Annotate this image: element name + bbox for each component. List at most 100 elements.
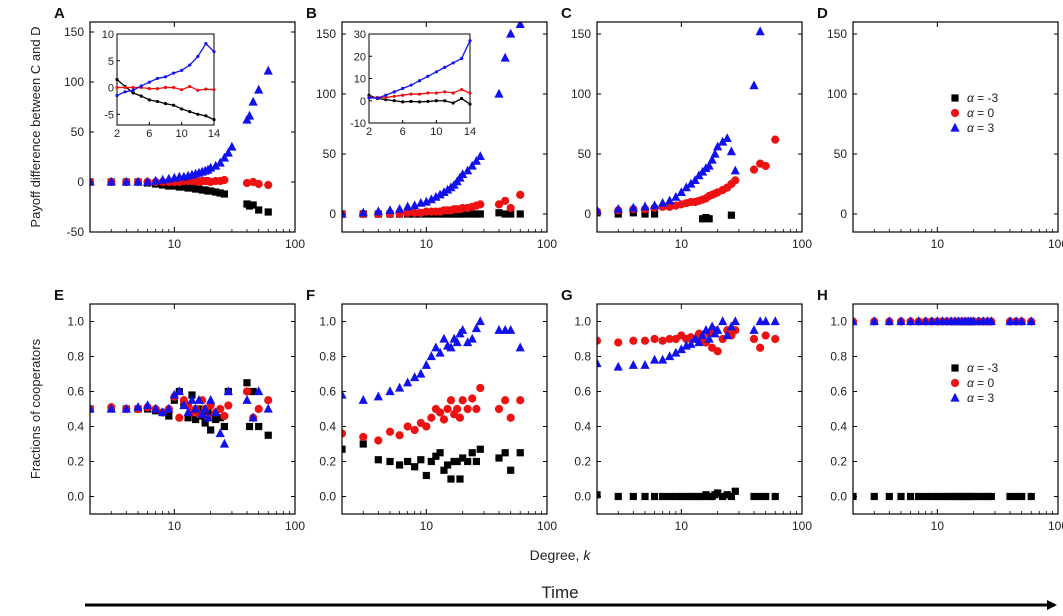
y-tick-label: 0.2 xyxy=(67,455,84,469)
panel-B: B 0 50 100 150 10 100 -10 0 10 20 30 2 6 10 14 xyxy=(306,5,557,251)
inset-B: -10 0 10 20 30 2 6 10 14 xyxy=(350,29,476,138)
data-point xyxy=(458,325,468,334)
legend-value: = -3 xyxy=(974,361,999,375)
data-point xyxy=(248,412,258,422)
data-point xyxy=(650,492,659,501)
data-point xyxy=(649,354,660,364)
data-point xyxy=(174,386,184,396)
legend-value: = 3 xyxy=(974,391,995,405)
data-point xyxy=(686,178,696,188)
data-point xyxy=(665,202,674,211)
legend-label: α = -3 xyxy=(967,361,999,375)
data-point xyxy=(436,449,444,457)
y-tick-label: 0.4 xyxy=(830,420,847,434)
data-point xyxy=(463,404,472,414)
data-point xyxy=(464,210,472,218)
legend-value: = 0 xyxy=(974,376,995,390)
data-point xyxy=(263,403,273,413)
data-point xyxy=(722,133,732,142)
data-point xyxy=(421,196,431,206)
data-point xyxy=(183,407,193,417)
data-point xyxy=(410,200,420,210)
data-point xyxy=(614,338,623,347)
data-point xyxy=(142,400,153,410)
inset-point xyxy=(434,99,438,103)
x-tick-label: 10 xyxy=(168,519,182,533)
x-tick-label: 100 xyxy=(285,519,305,533)
data-point xyxy=(727,492,736,501)
data-point xyxy=(443,404,452,414)
inset-point xyxy=(459,96,464,101)
data-point xyxy=(1027,492,1035,501)
data-points xyxy=(597,316,780,501)
panel-label: C xyxy=(561,5,572,22)
data-point xyxy=(184,414,192,422)
data-point xyxy=(665,351,675,361)
inset-x-tick-label: 2 xyxy=(114,128,120,140)
data-point xyxy=(191,415,200,424)
data-point xyxy=(749,165,759,174)
data-point xyxy=(179,400,189,410)
panel-label: H xyxy=(817,287,828,304)
x-tick-label: 10 xyxy=(420,237,434,251)
data-point xyxy=(254,404,263,414)
data-point xyxy=(459,210,467,218)
data-point xyxy=(761,161,770,171)
legend-marker xyxy=(951,364,959,372)
data-point xyxy=(676,344,686,354)
inset-point xyxy=(188,84,192,89)
data-point xyxy=(762,492,770,501)
legend-marker xyxy=(950,108,960,118)
data-point xyxy=(714,489,722,497)
data-point xyxy=(475,151,485,160)
data-point xyxy=(422,471,430,480)
y-tick-label: 50 xyxy=(834,147,848,161)
y-tick-label: 0.4 xyxy=(67,420,84,434)
y-tick-label: 0.2 xyxy=(319,455,336,469)
inset-y-tick-label: 0 xyxy=(108,83,114,95)
data-point xyxy=(731,487,739,495)
data-point xyxy=(506,203,515,213)
data-point xyxy=(915,492,923,501)
inset-x-tick-label: 10 xyxy=(430,126,442,138)
data-point xyxy=(435,347,445,357)
inset-y-tick-label: 10 xyxy=(354,74,366,86)
inset-point xyxy=(196,112,200,116)
y-tick-label: 0.0 xyxy=(574,490,591,504)
data-point xyxy=(705,215,713,223)
data-point xyxy=(506,28,516,38)
data-point xyxy=(385,427,395,436)
data-point xyxy=(885,492,893,501)
data-point xyxy=(458,396,467,405)
data-point xyxy=(853,316,858,326)
y-tick-label: 150 xyxy=(316,27,336,41)
inset-point xyxy=(409,83,413,87)
data-point xyxy=(458,169,468,178)
inset-point xyxy=(443,99,447,103)
inset-x-tick-label: 6 xyxy=(400,126,406,138)
x-tick-label: 10 xyxy=(420,519,434,533)
inset-point xyxy=(204,42,208,46)
data-point xyxy=(476,383,485,393)
x-tick-label: 100 xyxy=(285,237,305,251)
data-points xyxy=(342,316,525,483)
data-point xyxy=(516,396,525,405)
inset-point xyxy=(196,88,200,92)
x-tick-label: 10 xyxy=(931,519,945,533)
data-point xyxy=(220,411,229,421)
data-point xyxy=(220,422,229,431)
data-points xyxy=(342,22,525,219)
data-point xyxy=(749,334,759,344)
data-point xyxy=(707,321,717,331)
data-point xyxy=(394,204,405,213)
legend-marker xyxy=(950,122,960,132)
data-point xyxy=(216,414,224,422)
data-point xyxy=(495,209,503,217)
data-point xyxy=(658,198,668,207)
data-point xyxy=(439,415,449,424)
data-point xyxy=(472,210,481,218)
data-point xyxy=(682,492,690,501)
data-point xyxy=(216,189,224,197)
data-point xyxy=(264,396,273,405)
